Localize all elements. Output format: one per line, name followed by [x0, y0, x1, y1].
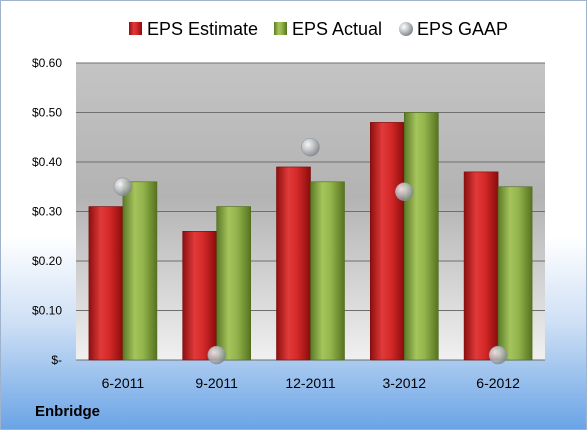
legend-swatch — [129, 22, 142, 35]
eps-estimate-bar — [463, 171, 499, 361]
y-tick-label: $0.60 — [32, 56, 62, 70]
eps-gaap-point — [488, 345, 508, 365]
y-tick-label: $- — [51, 353, 62, 367]
x-axis-ticks: 6-2011 9-2011 12-2011 3-2012 6-2012 — [102, 375, 520, 391]
eps-actual-bar — [216, 206, 251, 361]
legend-eps-actual: EPS Actual — [274, 19, 382, 39]
legend-eps-gaap: EPS GAAP — [399, 19, 508, 39]
x-tick-label: 3-2012 — [383, 375, 427, 391]
y-tick-label: $0.30 — [32, 205, 62, 219]
y-tick-label: $0.50 — [32, 106, 62, 120]
eps-actual-bar — [403, 112, 439, 361]
eps-gaap-point — [113, 177, 133, 196]
y-axis-ticks: $- $0.10 $0.20 $0.30 $0.40 $0.50 $0.60 — [32, 56, 62, 367]
eps-actual-bar — [310, 181, 345, 361]
eps-estimate-bar — [276, 166, 311, 361]
x-tick-label: 12-2011 — [285, 375, 336, 391]
legend-eps-estimate: EPS Estimate — [129, 19, 258, 39]
eps-actual-bar — [122, 181, 158, 361]
eps-actual-bar — [497, 186, 533, 361]
x-tick-label: 6-2012 — [476, 375, 520, 391]
legend-swatch — [399, 22, 413, 36]
eps-estimate-bar — [88, 206, 124, 361]
company-name: Enbridge — [35, 403, 101, 420]
y-tick-label: $0.20 — [32, 254, 62, 268]
eps-estimate-bar — [182, 231, 217, 361]
eps-gaap-point — [395, 182, 414, 201]
y-tick-label: $0.40 — [32, 155, 62, 169]
y-tick-label: $0.10 — [32, 304, 62, 318]
eps-gaap-point — [301, 137, 320, 157]
eps-estimate-bar — [369, 122, 405, 361]
x-tick-label: 9-2011 — [195, 375, 238, 391]
legend-swatch — [274, 22, 287, 35]
legend-label: EPS GAAP — [417, 19, 508, 39]
legend-label: EPS Estimate — [147, 19, 258, 39]
chart-legend: EPS Estimate EPS Actual EPS GAAP — [129, 19, 508, 39]
eps-gaap-point — [207, 345, 226, 365]
legend-label: EPS Actual — [292, 19, 382, 39]
gaap-points — [113, 137, 508, 365]
bars — [88, 112, 533, 361]
x-tick-label: 6-2011 — [102, 375, 145, 391]
